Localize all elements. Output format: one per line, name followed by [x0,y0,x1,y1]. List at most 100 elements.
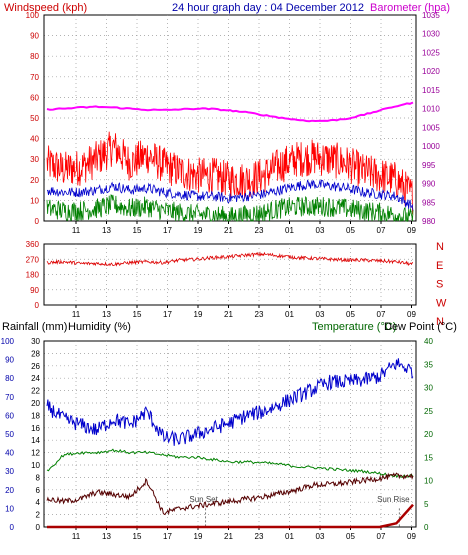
wind-gust-line [46,131,414,215]
wind-xtick-label: 11 [72,226,81,235]
humidity-ytick-label: 90 [5,356,14,365]
wind-ytick-label: 20 [30,176,39,185]
rainfall-ytick-label: 28 [31,349,40,358]
direction-xtick-label: 01 [285,310,294,319]
wind-xtick-label: 13 [102,226,111,235]
wind-ytick-label: 10 [30,196,39,205]
humidity-ytick-label: 30 [5,467,14,476]
rainfall-ytick-label: 30 [31,337,40,346]
direction-xtick-label: 11 [72,310,81,319]
direction-xtick-label: 23 [255,310,264,319]
temp-xtick-label: 09 [407,532,416,541]
direction-compass-label: N [436,241,444,253]
dewpoint-line [46,472,414,516]
barometer-ytick-label: 1030 [422,30,440,39]
temperature-ytick-label: 30 [424,384,433,393]
rainfall-ytick-label: 20 [31,399,40,408]
wind-average-line [46,179,414,212]
rainfall-ytick-label: 24 [31,374,40,383]
sunset-label: Sun Set [189,495,218,504]
direction-xtick-label: 19 [194,310,203,319]
temperature-ytick-label: 35 [424,360,433,369]
barometer-ytick-label: 1000 [422,142,440,151]
sunrise-label: Sun Rise [377,495,410,504]
wind-xtick-label: 19 [194,226,203,235]
wind-ytick-label: 70 [30,73,39,82]
direction-ytick-label: 90 [30,286,39,295]
wind-ytick-label: 60 [30,93,39,102]
humidity-ytick-label: 0 [10,523,15,532]
wind-xtick-label: 21 [224,226,233,235]
temp-xtick-label: 03 [316,532,325,541]
direction-xtick-label: 07 [377,310,386,319]
direction-frame [43,243,417,306]
windspeed-label: Windspeed (kph) [4,2,87,14]
rainfall-ytick-label: 16 [31,424,40,433]
wind-xtick-label: 05 [346,226,355,235]
temperature-ytick-label: 25 [424,407,433,416]
temperature-ytick-label: 0 [424,523,429,532]
humidity-ytick-label: 50 [5,430,14,439]
direction-ytick-label: 360 [26,240,40,249]
humidity-ytick-label: 100 [1,337,15,346]
temperature-label: Temperature (°C) [312,321,396,333]
rainfall-ytick-label: 6 [36,486,41,495]
wind-xtick-label: 01 [285,226,294,235]
wind-ytick-label: 100 [26,11,40,20]
temperature-ytick-label: 10 [424,477,433,486]
barometer-label: Barometer (hpa) [370,2,450,14]
direction-compass-label: E [436,260,443,272]
barometer-ytick-label: 980 [422,217,436,226]
barometer-ytick-label: 1020 [422,67,440,76]
humidity-line [46,358,414,446]
rainfall-ytick-label: 10 [31,461,40,470]
barometer-ytick-label: 1005 [422,123,440,132]
direction-compass-label: N [436,316,444,328]
wind-ytick-label: 90 [30,32,39,41]
barometer-ytick-label: 995 [422,161,436,170]
barometer-ytick-label: 1035 [422,11,440,20]
humidity-ytick-label: 80 [5,374,14,383]
wind-xtick-label: 15 [133,226,142,235]
rainfall-ytick-label: 14 [31,436,40,445]
temp-xtick-label: 17 [163,532,172,541]
rainfall-ytick-label: 2 [36,511,41,520]
barometer-ytick-label: 1025 [422,48,440,57]
barometer-ytick-label: 990 [422,180,436,189]
barometer-ytick-label: 1010 [422,105,440,114]
temp-xtick-label: 01 [285,532,294,541]
wind-xtick-label: 23 [255,226,264,235]
temperature-panel: 0246810121416182022242628300102030405060… [1,337,434,541]
rainfall-ytick-label: 12 [31,449,40,458]
wind-ytick-label: 0 [35,217,40,226]
direction-ytick-label: 270 [26,255,40,264]
temp-xtick-label: 13 [102,532,111,541]
wind-ytick-label: 40 [30,135,39,144]
temperature-line [46,448,414,479]
temperature-ytick-label: 5 [424,500,429,509]
chart-title: 24 hour graph day : 04 December 2012 [172,2,364,14]
direction-ytick-label: 180 [26,271,40,280]
temperature-ytick-label: 40 [424,337,433,346]
direction-compass-label: S [436,279,443,291]
direction-xtick-label: 21 [224,310,233,319]
rainfall-label: Rainfall (mm) [2,321,67,333]
direction-xtick-label: 05 [346,310,355,319]
temp-xtick-label: 07 [377,532,386,541]
wind-direction-line [46,251,413,267]
rainfall-ytick-label: 4 [36,498,41,507]
wind-xtick-label: 09 [407,226,416,235]
humidity-label: Humidity (%) [68,321,131,333]
barometer-ytick-label: 1015 [422,86,440,95]
direction-ytick-label: 0 [35,301,40,310]
temp-xtick-label: 19 [194,532,203,541]
temp-xtick-label: 05 [346,532,355,541]
direction-xtick-label: 17 [163,310,172,319]
direction-xtick-label: 09 [407,310,416,319]
wind-panel: 0102030405060708090100980985990995100010… [26,11,441,235]
wind-minimum-line [46,194,414,223]
rainfall-ytick-label: 26 [31,362,40,371]
temperature-ytick-label: 20 [424,430,433,439]
